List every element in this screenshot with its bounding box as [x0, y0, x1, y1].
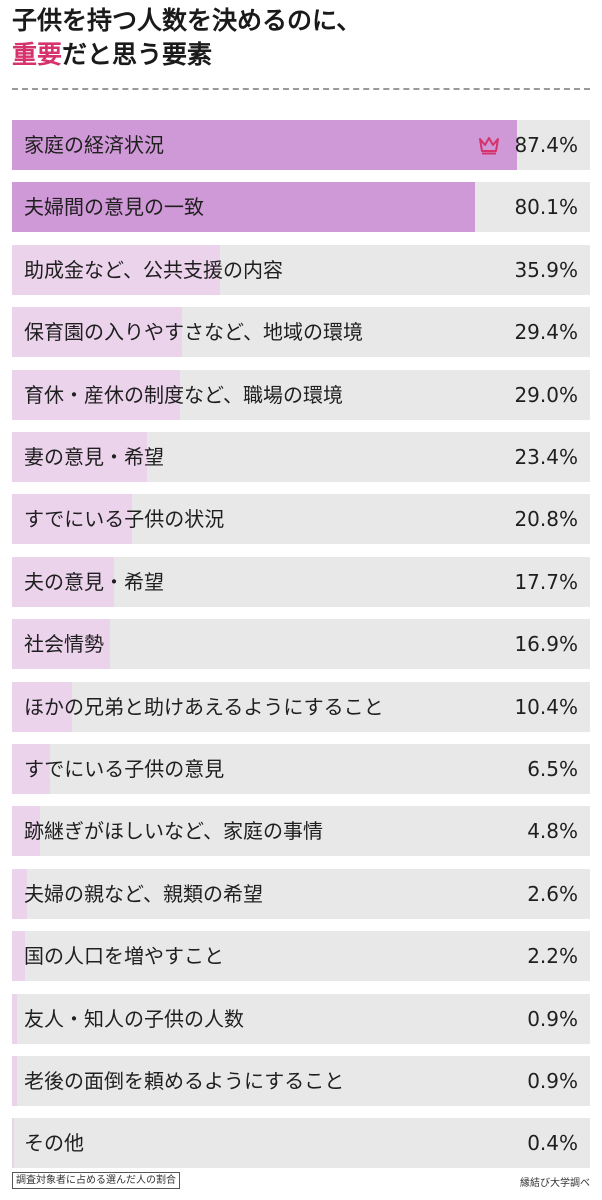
bar-label: 助成金など、公共支援の内容 — [24, 257, 283, 282]
chart-title-line1: 子供を持つ人数を決めるのに、 — [12, 6, 362, 35]
bar-label: 友人・知人の子供の人数 — [24, 1006, 244, 1031]
bar-value-label: 16.9% — [514, 632, 578, 657]
bar-label: すでにいる子供の意見 — [24, 757, 225, 781]
bar-value-label: 35.9% — [514, 257, 578, 282]
bar-row: すでにいる子供の意見 6.5% — [12, 744, 590, 794]
bar-row: 老後の面倒を頼めるようにすること 0.9% — [12, 1056, 590, 1106]
bar-label: 妻の意見・希望 — [24, 445, 164, 469]
bar-row: 家庭の経済状況 87.4% — [12, 120, 590, 170]
bar-label: 社会情勢 — [24, 632, 104, 657]
bar-row: 妻の意見・希望 23.4% — [12, 432, 590, 482]
bar — [12, 744, 50, 794]
bar-row: 夫婦の親など、親類の希望 2.6% — [12, 868, 590, 919]
chart-title-accent: 重要 — [12, 40, 63, 69]
bar-row: 友人・知人の子供の人数 0.9% — [12, 993, 590, 1044]
bar-label: すでにいる子供の状況 — [24, 507, 225, 532]
bar-label: ほかの兄弟と助けあえるようにすること — [24, 694, 384, 719]
bar-label: 跡継ぎがほしいなど、家庭の事情 — [24, 819, 323, 844]
bar-value-label: 20.8% — [514, 507, 578, 532]
bar-value-label: 4.8% — [527, 819, 578, 844]
bar-row: 保育園の入りやすさなど、地域の環境 29.4% — [12, 307, 590, 358]
footnote: 調査対象者に占める選んだ人の割合 — [12, 1172, 180, 1189]
bar-row: 夫婦間の意見の一致 80.1% — [12, 182, 590, 233]
bar-value-label: 87.4% — [514, 133, 578, 157]
bar — [12, 307, 182, 358]
bar-row: 跡継ぎがほしいなど、家庭の事情 4.8% — [12, 806, 590, 857]
bar-value-label: 10.4% — [514, 694, 578, 719]
bar — [12, 120, 518, 170]
bar — [12, 868, 28, 919]
bar-value-label: 6.5% — [527, 757, 578, 781]
bar-label: 夫婦間の意見の一致 — [24, 195, 204, 220]
bar-row: ほかの兄弟と助けあえるようにすること 10.4% — [12, 681, 590, 732]
bar — [12, 931, 25, 982]
bar-row: 育休・産休の制度など、職場の環境 29.0% — [12, 369, 590, 420]
bar-value-label: 0.9% — [527, 1069, 578, 1093]
bar — [12, 244, 220, 295]
bar-value-label: 0.9% — [527, 1006, 578, 1031]
bar — [12, 993, 18, 1044]
bar — [12, 432, 148, 482]
bar-label: 家庭の経済状況 — [24, 133, 164, 157]
bar-value-label: 23.4% — [514, 445, 578, 469]
chart-title: 子供を持つ人数を決めるのに、 重要だと思う要素 — [12, 4, 592, 72]
bar-label: 国の人口を増やすこと — [24, 944, 224, 969]
bar-value-label: 80.1% — [514, 195, 578, 220]
source-credit: 縁結び大学調べ — [520, 1178, 590, 1189]
bar-row: 国の人口を増やすこと 2.2% — [12, 931, 590, 982]
bar — [12, 369, 180, 420]
chart-title-line2: 重要だと思う要素 — [12, 38, 592, 72]
bar-label: 保育園の入りやすさなど、地域の環境 — [24, 320, 363, 345]
bar-row: 夫の意見・希望 17.7% — [12, 556, 590, 607]
bar-value-label: 17.7% — [514, 569, 578, 594]
title-divider — [12, 88, 590, 90]
bar-value-label: 2.2% — [527, 944, 578, 969]
bar — [12, 619, 110, 670]
bar-label: 夫の意見・希望 — [24, 569, 164, 594]
bar — [12, 1118, 15, 1169]
bar-row: 社会情勢 16.9% — [12, 619, 590, 670]
bar-value-label: 0.4% — [527, 1131, 578, 1156]
chart-title-rest: だと思う要素 — [62, 40, 213, 69]
bar-label: その他 — [24, 1131, 84, 1156]
bar — [12, 1056, 18, 1106]
bar — [12, 681, 73, 732]
bar-label: 育休・産休の制度など、職場の環境 — [24, 382, 343, 407]
bar-value-label: 29.4% — [514, 320, 578, 345]
bar-label: 夫婦の親など、親類の希望 — [24, 881, 263, 906]
bar-value-label: 2.6% — [527, 881, 578, 906]
bar — [12, 182, 475, 233]
crown-icon — [479, 137, 499, 155]
bar — [12, 556, 115, 607]
bar-label: 老後の面倒を頼めるようにすること — [24, 1069, 345, 1093]
bar — [12, 806, 40, 857]
bar-value-label: 29.0% — [514, 382, 578, 407]
bar-row: その他 0.4% — [12, 1118, 590, 1169]
bar-row: すでにいる子供の状況 20.8% — [12, 494, 590, 545]
bar — [12, 494, 133, 545]
bar-row: 助成金など、公共支援の内容 35.9% — [12, 244, 590, 295]
